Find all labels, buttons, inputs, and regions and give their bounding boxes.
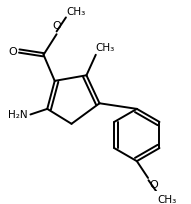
Text: O: O [149,179,158,189]
Text: O: O [9,47,17,57]
Text: H₂N: H₂N [8,110,27,120]
Text: CH₃: CH₃ [96,43,115,53]
Text: CH₃: CH₃ [67,7,86,17]
Text: O: O [52,21,61,31]
Text: CH₃: CH₃ [157,194,177,204]
